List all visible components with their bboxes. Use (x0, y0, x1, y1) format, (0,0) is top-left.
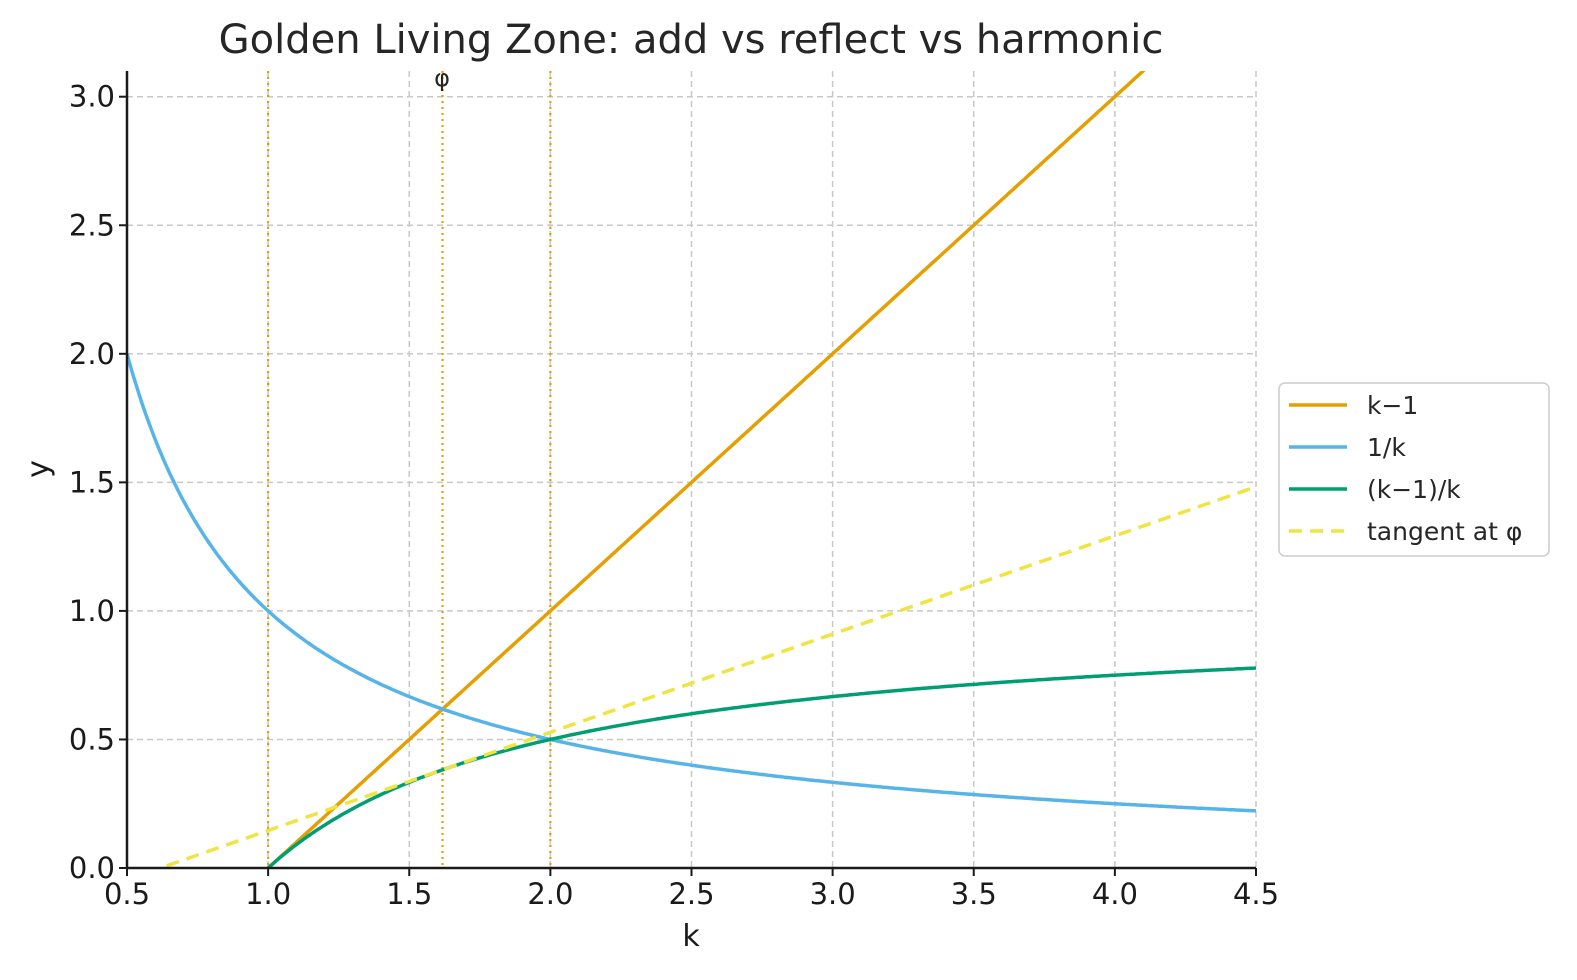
y-ticks: 0.0 0.5 1.0 1.5 2.0 2.5 3.0 (69, 80, 127, 885)
x-tick-label: 4.5 (1233, 877, 1279, 911)
series-line (127, 353, 1256, 813)
x-tick-label: 3.5 (951, 877, 997, 911)
y-tick-label: 0.0 (69, 851, 115, 885)
axes (125, 71, 1256, 870)
x-tick-label: 1.5 (386, 877, 432, 911)
x-ticks: 0.5 1.0 1.5 2.0 2.5 3.0 3.5 4.0 4.5 (104, 868, 1279, 911)
series-line (265, 71, 1146, 868)
legend-label: k−1 (1367, 391, 1418, 420)
phi-annotation: φ (434, 64, 450, 92)
x-tick-label: 3.0 (810, 877, 856, 911)
y-tick-label: 0.5 (69, 722, 115, 756)
x-tick-label: 2.0 (527, 877, 573, 911)
legend-box (1278, 382, 1550, 557)
x-tick-label: 1.0 (245, 877, 291, 911)
y-axis-label: y (21, 460, 56, 478)
y-tick-label: 2.0 (69, 337, 115, 371)
legend-label: (k−1)/k (1367, 475, 1461, 504)
x-tick-label: 2.5 (668, 877, 714, 911)
series-line (155, 485, 1256, 868)
legend: k−1 1/k (k−1)/k tangent at φ (1278, 382, 1550, 557)
legend-label: 1/k (1367, 433, 1406, 462)
grid-lines (126, 71, 1257, 869)
legend-label: tangent at φ (1367, 517, 1522, 546)
x-axis-label: k (682, 919, 700, 954)
x-tick-label: 4.0 (1092, 877, 1138, 911)
y-tick-label: 2.5 (69, 208, 115, 242)
y-tick-label: 3.0 (69, 80, 115, 114)
data-series (127, 71, 1256, 868)
reference-vertical-lines (267, 71, 552, 868)
y-tick-label: 1.0 (69, 594, 115, 628)
x-tick-label: 0.5 (104, 877, 150, 911)
y-tick-label: 1.5 (69, 465, 115, 499)
chart-title: Golden Living Zone: add vs reflect vs ha… (219, 17, 1164, 63)
